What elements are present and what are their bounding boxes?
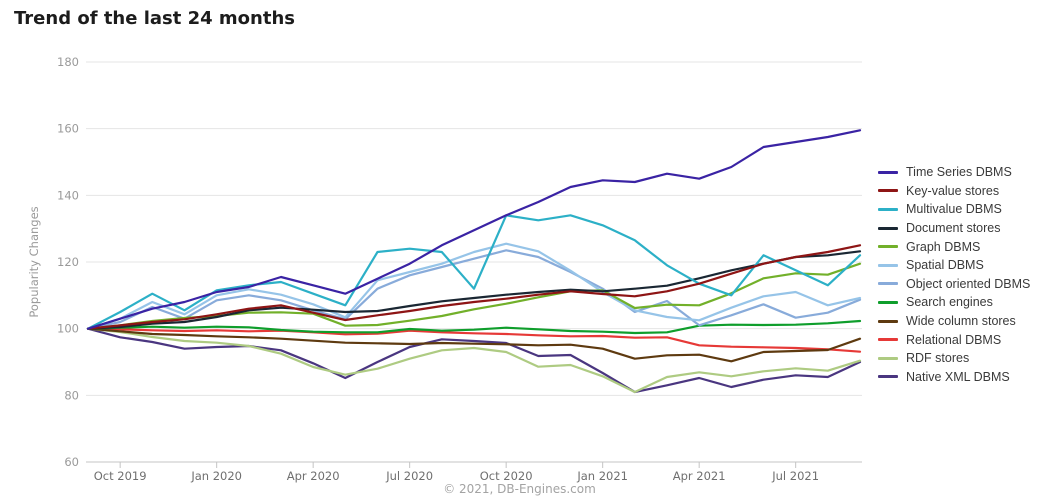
x-tick-label: Apr 2021	[673, 469, 726, 483]
legend-item-search-engines[interactable]: Search engines	[878, 293, 1030, 312]
legend-label: Spatial DBMS	[906, 258, 984, 273]
legend-label: Multivalue DBMS	[906, 202, 1002, 217]
legend-item-time-series-dbms[interactable]: Time Series DBMS	[878, 163, 1030, 182]
legend-item-document-stores[interactable]: Document stores	[878, 219, 1030, 238]
x-tick-label: Oct 2020	[480, 469, 533, 483]
legend-label: Wide column stores	[906, 314, 1016, 329]
legend-label: Graph DBMS	[906, 239, 981, 254]
chart-title: Trend of the last 24 months	[14, 8, 295, 29]
legend-swatch-document-stores	[878, 226, 898, 230]
series-line-wide-column-stores	[86, 327, 862, 363]
legend-swatch-relational-dbms	[878, 338, 898, 342]
legend-swatch-wide-column-stores	[878, 319, 898, 323]
legend-swatch-key-value-stores	[878, 189, 898, 193]
legend-item-native-xml-dbms[interactable]: Native XML DBMS	[878, 368, 1030, 387]
legend-swatch-rdf-stores	[878, 356, 898, 360]
legend-swatch-native-xml-dbms	[878, 375, 898, 379]
legend-swatch-search-engines	[878, 300, 898, 304]
y-tick-label: 80	[64, 388, 79, 402]
y-tick-label: 140	[57, 188, 79, 202]
legend-label: Key-value stores	[906, 183, 1000, 198]
x-tick-label: Jan 2021	[576, 469, 628, 483]
y-tick-label: 160	[57, 122, 79, 136]
legend-item-wide-column-stores[interactable]: Wide column stores	[878, 312, 1030, 331]
x-tick-label: Oct 2019	[94, 469, 147, 483]
series-line-relational-dbms	[86, 327, 862, 353]
legend-label: RDF stores	[906, 351, 970, 366]
legend-item-relational-dbms[interactable]: Relational DBMS	[878, 330, 1030, 349]
legend-label: Document stores	[906, 221, 1001, 236]
legend-label: Object oriented DBMS	[906, 276, 1031, 291]
x-tick-label: Jul 2020	[385, 469, 433, 483]
legend-swatch-multivalue-dbms	[878, 207, 898, 211]
legend-item-object-oriented-dbms[interactable]: Object oriented DBMS	[878, 275, 1030, 294]
x-tick-label: Apr 2020	[287, 469, 340, 483]
legend-item-rdf-stores[interactable]: RDF stores	[878, 349, 1030, 368]
legend-label: Native XML DBMS	[906, 369, 1010, 384]
series-line-key-value-stores	[86, 244, 862, 330]
chart-legend: Time Series DBMS Key-value stores Multival…	[878, 163, 1030, 386]
y-tick-label: 180	[57, 55, 79, 69]
legend-item-spatial-dbms[interactable]: Spatial DBMS	[878, 256, 1030, 275]
legend-item-key-value-stores[interactable]: Key-value stores	[878, 182, 1030, 201]
x-tick-label: Jul 2021	[771, 469, 819, 483]
series-line-document-stores	[86, 250, 862, 330]
legend-item-graph-dbms[interactable]: Graph DBMS	[878, 237, 1030, 256]
legend-label: Time Series DBMS	[906, 165, 1012, 180]
series-line-multivalue-dbms	[86, 214, 862, 330]
series-line-object-oriented-dbms	[86, 249, 862, 330]
legend-label: Relational DBMS	[906, 332, 1002, 347]
legend-swatch-object-oriented-dbms	[878, 282, 898, 286]
series-line-spatial-dbms	[86, 242, 862, 330]
series-line-search-engines	[86, 319, 862, 335]
legend-label: Search engines	[906, 295, 993, 310]
series-line-time-series-dbms	[86, 129, 862, 330]
y-tick-label: 100	[57, 322, 79, 336]
y-tick-label: 60	[64, 455, 79, 469]
legend-item-multivalue-dbms[interactable]: Multivalue DBMS	[878, 200, 1030, 219]
series-line-native-xml-dbms	[86, 327, 862, 394]
legend-swatch-time-series-dbms	[878, 170, 898, 174]
legend-swatch-spatial-dbms	[878, 263, 898, 267]
copyright-footer: © 2021, DB-Engines.com	[443, 482, 596, 496]
legend-swatch-graph-dbms	[878, 245, 898, 249]
y-tick-label: 120	[57, 255, 79, 269]
series-line-rdf-stores	[86, 327, 862, 394]
y-axis-title: Popularity Changes	[27, 206, 41, 317]
x-tick-label: Jan 2020	[190, 469, 242, 483]
